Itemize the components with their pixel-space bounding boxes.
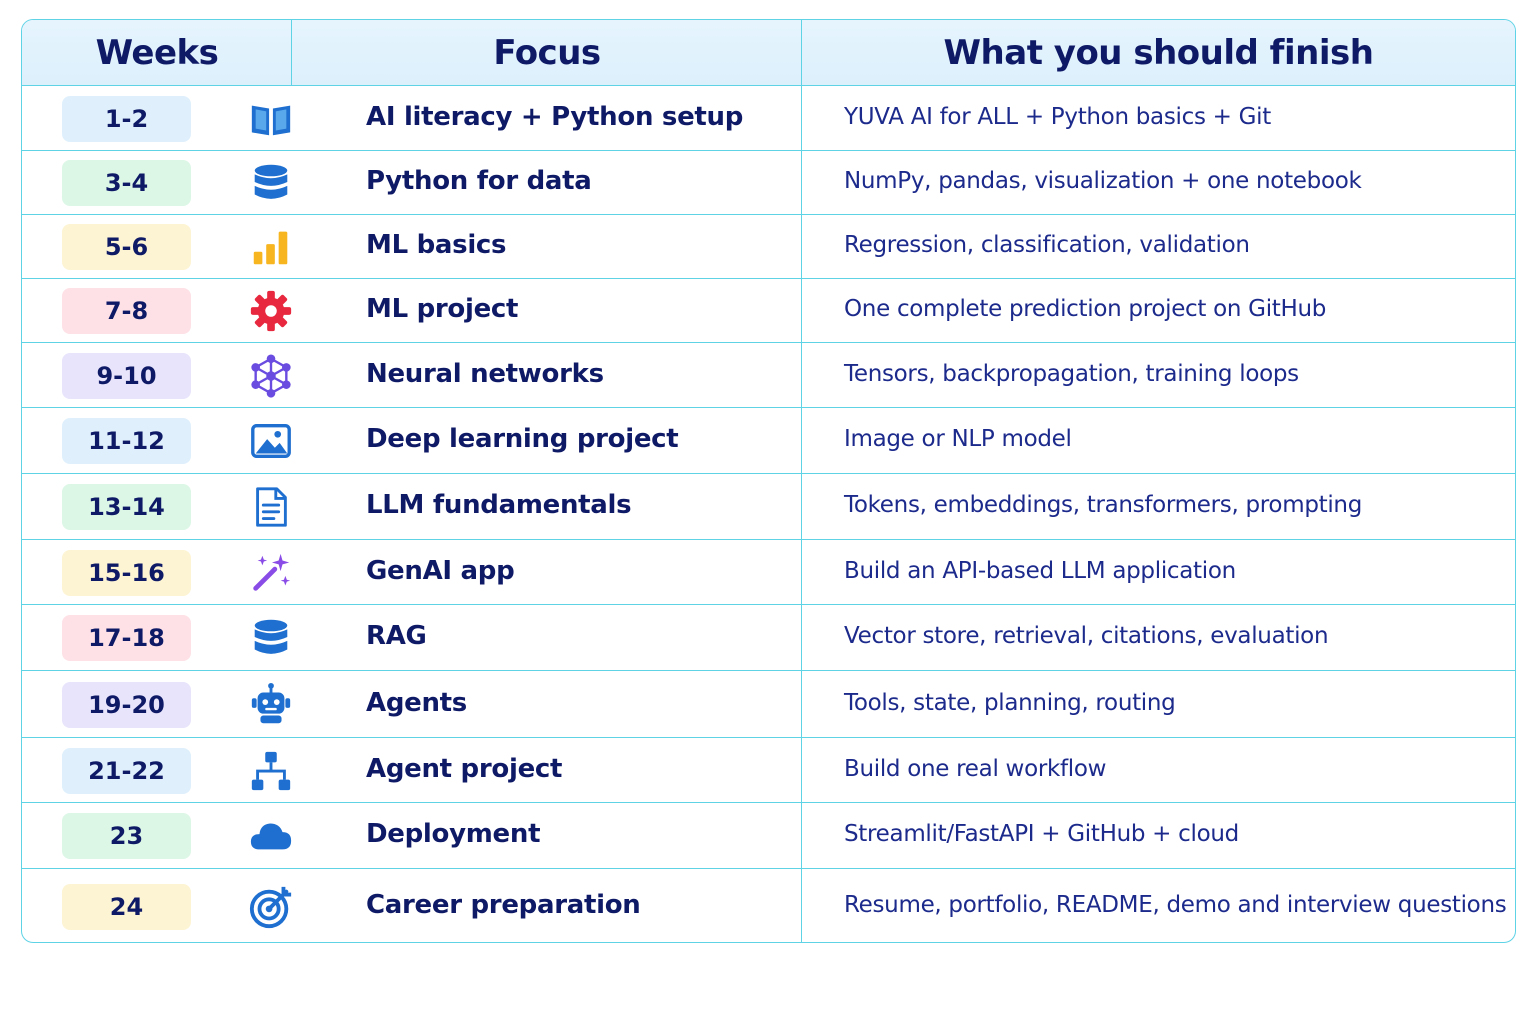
table-row: 21-22 Agent project Build one real workflo…: [22, 738, 1515, 803]
focus-label: Deployment: [366, 819, 541, 849]
magic-wand-icon: [243, 550, 299, 596]
header-weeks: Weeks: [95, 33, 219, 73]
roadmap-table: Weeks Focus What you should finish 1-2 AI…: [21, 19, 1516, 943]
finish-text: Resume, portfolio, README, demo and inte…: [844, 892, 1507, 918]
table-row: 19-20 Agents Tools, state, planning, routi…: [22, 671, 1515, 738]
focus-label: Deep learning project: [366, 424, 679, 454]
header-finish: What you should finish: [943, 33, 1374, 73]
finish-text: YUVA AI for ALL + Python basics + Git: [844, 104, 1271, 130]
table-row: 9-10 Neural networks Tensors, backpropagat…: [22, 343, 1515, 408]
focus-label: Neural networks: [366, 359, 604, 389]
database-icon: [243, 160, 299, 206]
finish-text: Tools, state, planning, routing: [844, 690, 1176, 716]
focus-label: ML project: [366, 294, 519, 324]
column-divider: [801, 20, 802, 942]
finish-text: Vector store, retrieval, citations, eval…: [844, 623, 1329, 649]
table-row: 13-14 LLM fundamentals Tokens, embeddings,…: [22, 474, 1515, 540]
focus-label: Agent project: [366, 754, 563, 784]
finish-text: Tensors, backpropagation, training loops: [844, 361, 1299, 387]
header-divider: [291, 20, 292, 86]
weeks-badge: 15-16: [62, 550, 191, 596]
hierarchy-icon: [243, 748, 299, 794]
weeks-badge: 17-18: [62, 615, 191, 661]
weeks-badge: 24: [62, 884, 191, 930]
bar-chart-icon: [243, 224, 299, 270]
weeks-badge: 1-2: [62, 96, 191, 142]
table-row: 1-2 AI literacy + Python setup YUVA AI for…: [22, 86, 1515, 151]
weeks-badge: 5-6: [62, 224, 191, 270]
weeks-badge: 3-4: [62, 160, 191, 206]
weeks-badge: 7-8: [62, 288, 191, 334]
weeks-badge: 13-14: [62, 484, 191, 530]
finish-text: Build one real workflow: [844, 756, 1107, 782]
weeks-badge: 21-22: [62, 748, 191, 794]
focus-label: Python for data: [366, 166, 592, 196]
focus-label: Career preparation: [366, 890, 641, 920]
cloud-icon: [243, 813, 299, 859]
header-focus: Focus: [493, 33, 601, 73]
finish-text: One complete prediction project on GitHu…: [844, 296, 1327, 322]
focus-label: GenAI app: [366, 556, 515, 586]
document-icon: [243, 484, 299, 530]
book-icon: [243, 96, 299, 142]
network-icon: [243, 353, 299, 399]
weeks-badge: 9-10: [62, 353, 191, 399]
finish-text: Build an API-based LLM application: [844, 558, 1236, 584]
focus-label: ML basics: [366, 230, 507, 260]
finish-text: Streamlit/FastAPI + GitHub + cloud: [844, 821, 1239, 847]
image-icon: [243, 418, 299, 464]
table-row: 17-18 RAG Vector store, retrieval, citatio…: [22, 605, 1515, 671]
robot-icon: [243, 682, 299, 728]
table-row: 24 Career preparation Resume, portfolio, R…: [22, 869, 1515, 942]
table-row: 15-16 GenAI app Build an API-based LLM app…: [22, 540, 1515, 605]
focus-label: LLM fundamentals: [366, 490, 632, 520]
finish-text: Tokens, embeddings, transformers, prompt…: [844, 492, 1362, 518]
table-row: 23 Deployment Streamlit/FastAPI + GitHub +…: [22, 803, 1515, 869]
table-row: 7-8 ML project One complete prediction pro…: [22, 279, 1515, 343]
gear-icon: [243, 288, 299, 334]
table-row: 11-12 Deep learning project Image or NLP m…: [22, 408, 1515, 474]
database-icon: [243, 615, 299, 661]
table-header: Weeks Focus What you should finish: [22, 20, 1515, 86]
table-row: 5-6 ML basics Regression, classification, …: [22, 215, 1515, 279]
finish-text: NumPy, pandas, visualization + one noteb…: [844, 168, 1362, 194]
table-row: 3-4 Python for data NumPy, pandas, visuali…: [22, 151, 1515, 215]
target-icon: [243, 884, 299, 930]
focus-label: Agents: [366, 688, 467, 718]
focus-label: RAG: [366, 621, 427, 651]
finish-text: Regression, classification, validation: [844, 232, 1250, 258]
focus-label: AI literacy + Python setup: [366, 102, 744, 132]
finish-text: Image or NLP model: [844, 426, 1072, 452]
weeks-badge: 19-20: [62, 682, 191, 728]
weeks-badge: 11-12: [62, 418, 191, 464]
weeks-badge: 23: [62, 813, 191, 859]
